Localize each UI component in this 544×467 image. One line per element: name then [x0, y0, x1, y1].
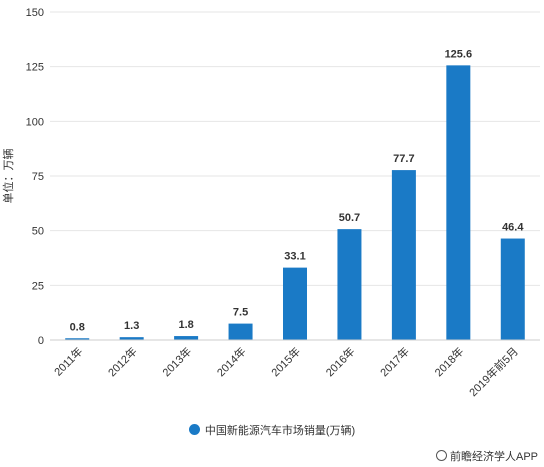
- legend-marker: [188, 424, 200, 435]
- data-label: 1.8: [178, 319, 193, 331]
- data-label: 33.1: [284, 251, 305, 263]
- data-labels: 0.8 1.3 1.8 7.5 33.1 50.7 77.7 125.6 46.4: [70, 48, 525, 333]
- data-label: 46.4: [502, 222, 524, 234]
- bar: [119, 337, 144, 340]
- x-tick-label: 2012年: [105, 344, 140, 379]
- y-tick-label: 125: [26, 62, 44, 74]
- legend: 中国新能源汽车市场销量(万辆): [0, 422, 544, 438]
- y-tick-label: 25: [32, 280, 44, 292]
- x-axis-ticks: 2011年 2012年 2013年 2014年 2015年 2016年 2017年 2018年…: [51, 344, 521, 399]
- data-label: 50.7: [339, 212, 360, 224]
- data-label: 7.5: [233, 307, 248, 319]
- x-tick-label: 2011年: [51, 344, 85, 378]
- data-label: 0.8: [70, 321, 85, 333]
- data-label: 125.6: [445, 48, 473, 60]
- y-axis-title: 单位：万辆: [1, 149, 15, 204]
- y-axis-ticks: 0 25 50 75 100 125 150: [26, 7, 44, 347]
- y-tick-label: 50: [32, 226, 44, 238]
- brand-footer: 前瞻经济学人APP: [435, 448, 538, 464]
- y-tick-label: 0: [38, 335, 44, 347]
- qianzhan-logo-icon: [435, 450, 447, 461]
- x-tick-label: 2018年: [431, 344, 466, 379]
- bar: [283, 267, 307, 340]
- brand-text: 前瞻经济学人APP: [449, 451, 538, 463]
- bar: [500, 238, 525, 340]
- y-tick-label: 100: [26, 116, 44, 128]
- bar: [446, 65, 471, 340]
- data-label: 1.3: [124, 320, 139, 332]
- legend-label: 中国新能源汽车市场销量(万辆): [204, 425, 356, 437]
- bar: [391, 170, 416, 340]
- x-tick-label: 2015年: [268, 344, 303, 379]
- x-tick-label: 2016年: [323, 344, 358, 379]
- y-tick-label: 75: [32, 171, 44, 183]
- x-tick-label: 2017年: [377, 344, 412, 379]
- bar: [65, 338, 90, 340]
- x-tick-label: 2019年前5月: [466, 344, 521, 399]
- bars: [65, 65, 525, 340]
- x-tick-label: 2013年: [159, 344, 194, 379]
- data-label: 77.7: [393, 153, 414, 165]
- bar: [228, 323, 253, 340]
- x-tick-label: 2014年: [214, 344, 249, 379]
- bar-chart: 0 25 50 75 100 125 150 0.8 1.3 1.8 7.5 33.1 50.7 77.…: [1, 7, 540, 399]
- bar: [337, 229, 362, 340]
- y-tick-label: 150: [26, 7, 44, 19]
- bar: [174, 336, 199, 340]
